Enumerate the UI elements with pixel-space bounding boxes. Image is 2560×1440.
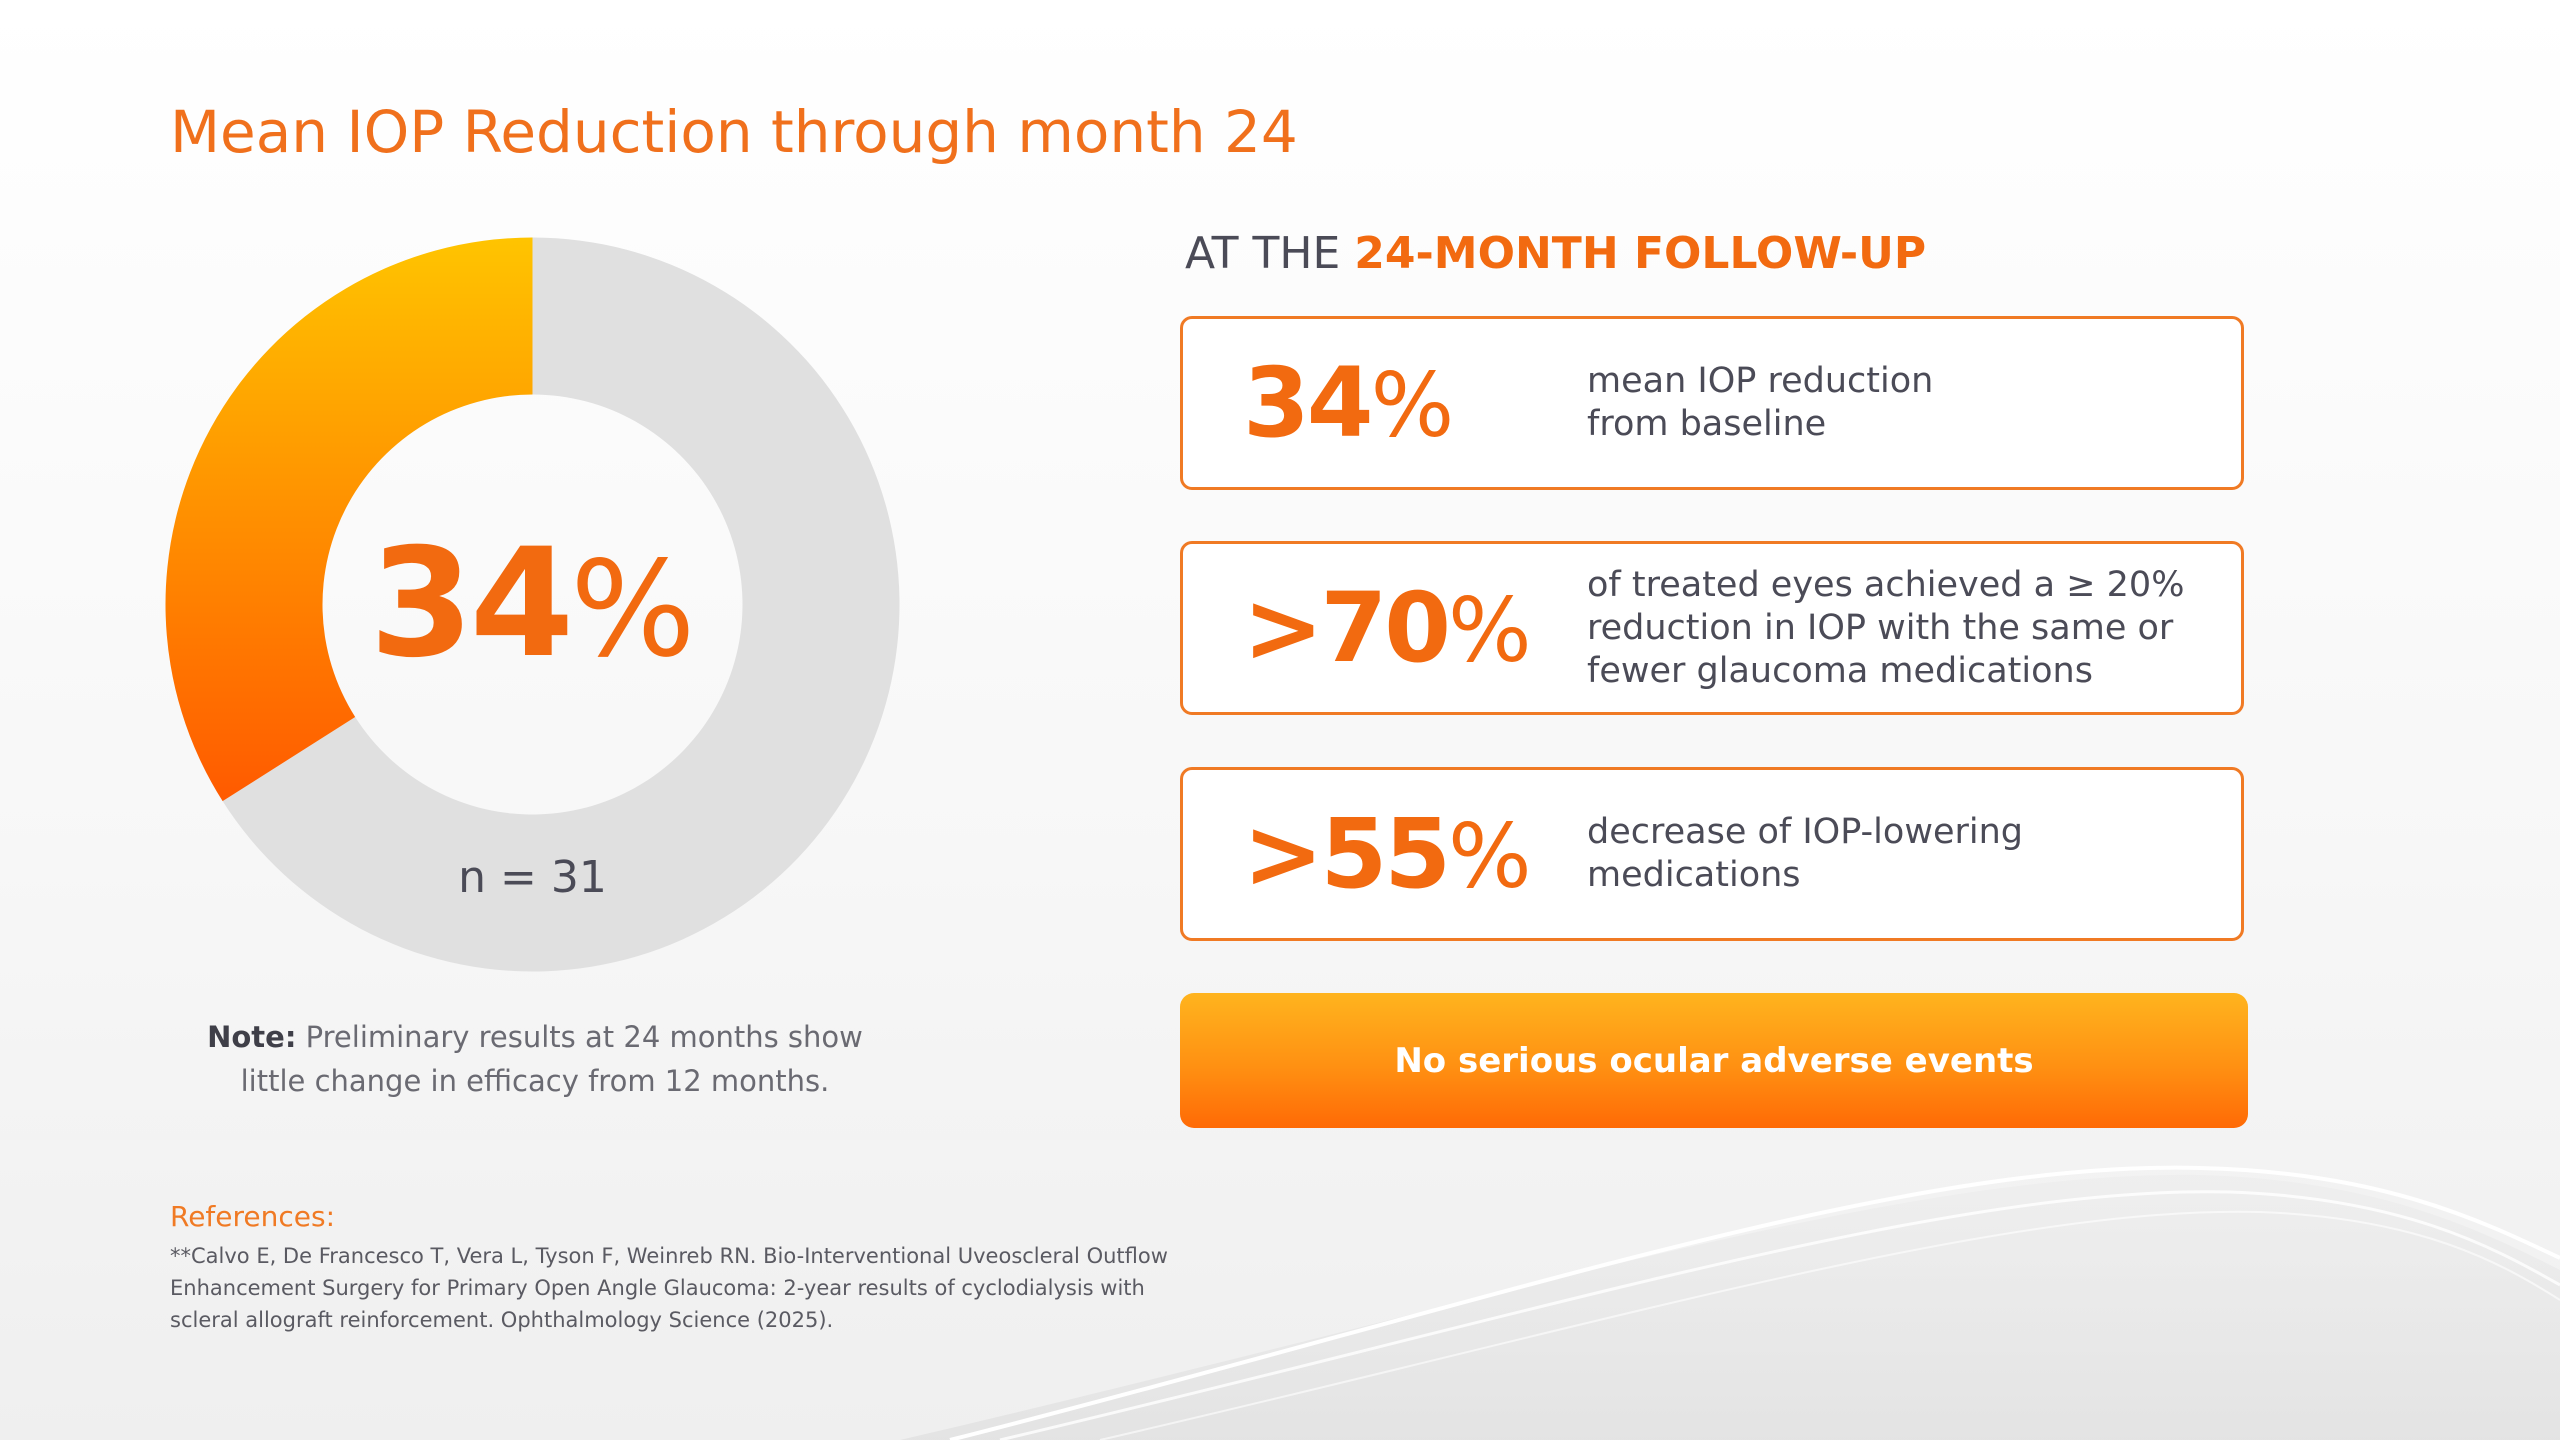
donut-slice-remainder xyxy=(222,237,900,972)
references-text: **Calvo E, De Francesco T, Vera L, Tyson… xyxy=(170,1244,1168,1332)
note-text: Note: Preliminary results at 24 months s… xyxy=(190,1015,880,1103)
note-label: Note: xyxy=(207,1020,297,1054)
donut-center-value: 34% xyxy=(369,517,696,691)
stat-card-treated-eyes: >70% of treated eyes achieved a ≥ 20% re… xyxy=(1180,541,2244,715)
followup-heading: AT THE 24-MONTH FOLLOW-UP xyxy=(1185,228,1926,279)
safety-banner: No serious ocular adverse events xyxy=(1180,993,2248,1128)
donut-slice-reduction xyxy=(165,237,533,802)
stat-value: >55% xyxy=(1243,798,1532,910)
sample-size-label: n = 31 xyxy=(458,852,607,903)
note-body: Preliminary results at 24 months show li… xyxy=(240,1020,863,1098)
stat-value: >70% xyxy=(1243,572,1532,684)
stat-description: decrease of IOP-lowering medications xyxy=(1587,812,2023,895)
followup-prefix: AT THE xyxy=(1185,228,1355,279)
stat-card-medication-decrease: >55% decrease of IOP-lowering medication… xyxy=(1180,767,2244,941)
followup-accent: 24-MONTH FOLLOW-UP xyxy=(1354,228,1927,279)
stat-description: of treated eyes achieved a ≥ 20% reducti… xyxy=(1587,564,2185,691)
donut-chart: 34% n = 31 xyxy=(165,237,900,972)
stat-description: mean IOP reduction from baseline xyxy=(1587,361,1934,444)
stat-card-mean-reduction: 34% mean IOP reduction from baseline xyxy=(1180,316,2244,490)
stat-value: 34% xyxy=(1243,347,1455,459)
references-heading: References: xyxy=(170,1200,336,1233)
page-title: Mean IOP Reduction through month 24 xyxy=(170,98,1298,166)
donut-chart-svg xyxy=(165,237,900,972)
